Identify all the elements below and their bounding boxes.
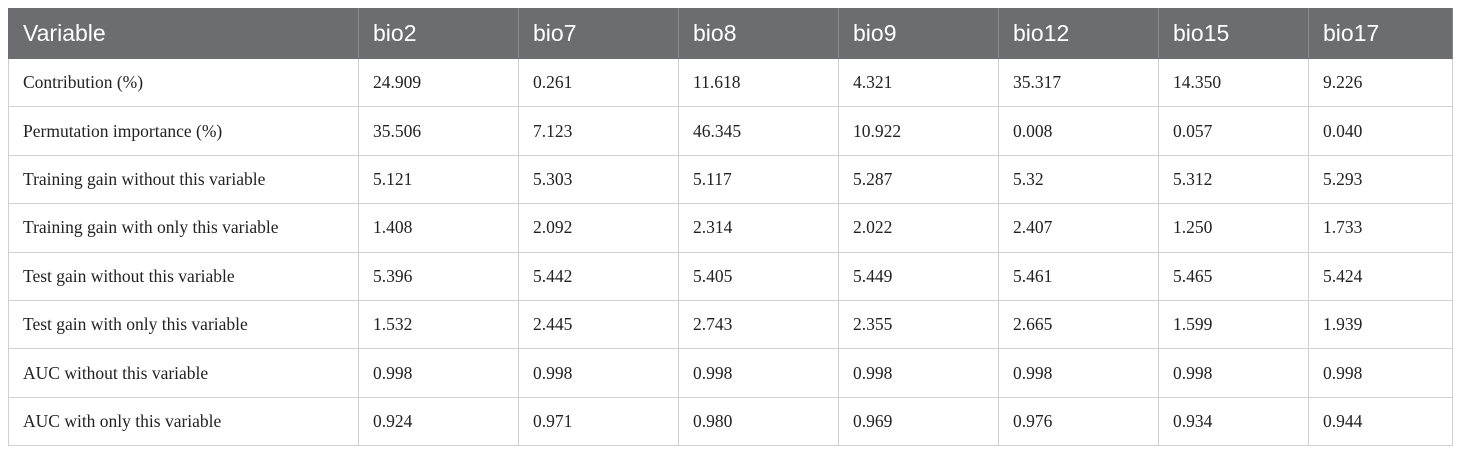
value-cell: 5.293 (1308, 154, 1453, 205)
value-cell: 9.226 (1308, 57, 1453, 108)
value-cell: 0.976 (998, 396, 1159, 447)
table-row: AUC with only this variable 0.924 0.971 0.9… (8, 396, 1453, 447)
row-label: Permutation importance (%) (8, 106, 359, 156)
header-cell: bio9 (838, 8, 999, 59)
value-cell: 0.998 (998, 348, 1159, 398)
value-cell: 5.449 (838, 251, 999, 301)
value-cell: 0.057 (1158, 106, 1309, 156)
value-cell: 2.314 (678, 203, 839, 253)
value-cell: 4.321 (838, 57, 999, 108)
value-cell: 5.303 (518, 154, 679, 205)
value-cell: 0.998 (358, 348, 519, 398)
row-label: Contribution (%) (8, 57, 359, 108)
row-label: Test gain without this variable (8, 251, 359, 301)
value-cell: 2.355 (838, 299, 999, 350)
table-row: Permutation importance (%) 35.506 7.123 46.… (8, 106, 1453, 156)
value-cell: 0.040 (1308, 106, 1453, 156)
header-cell: bio17 (1308, 8, 1453, 59)
header-cell: bio15 (1158, 8, 1309, 59)
header-cell: bio8 (678, 8, 839, 59)
table-row: Test gain with only this variable 1.532 2.… (8, 299, 1453, 350)
value-cell: 5.424 (1308, 251, 1453, 301)
value-cell: 5.121 (358, 154, 519, 205)
row-label: AUC with only this variable (8, 396, 359, 447)
value-cell: 1.939 (1308, 299, 1453, 350)
value-cell: 0.998 (1158, 348, 1309, 398)
row-label: Training gain with only this variable (8, 203, 359, 253)
value-cell: 0.998 (1308, 348, 1453, 398)
value-cell: 1.532 (358, 299, 519, 350)
value-cell: 0.998 (518, 348, 679, 398)
value-cell: 0.969 (838, 396, 999, 447)
value-cell: 0.971 (518, 396, 679, 447)
value-cell: 1.250 (1158, 203, 1309, 253)
table-row: Training gain without this variable 5.121… (8, 154, 1453, 205)
value-cell: 46.345 (678, 106, 839, 156)
value-cell: 35.506 (358, 106, 519, 156)
value-cell: 0.261 (518, 57, 679, 108)
value-cell: 5.465 (1158, 251, 1309, 301)
table-row: Training gain with only this variable 1.4… (8, 203, 1453, 253)
value-cell: 2.743 (678, 299, 839, 350)
row-label: AUC without this variable (8, 348, 359, 398)
value-cell: 1.408 (358, 203, 519, 253)
value-cell: 2.092 (518, 203, 679, 253)
row-label: Test gain with only this variable (8, 299, 359, 350)
header-cell: bio12 (998, 8, 1159, 59)
table-row: Contribution (%) 24.909 0.261 11.618 4.321 35… (8, 57, 1453, 108)
value-cell: 5.405 (678, 251, 839, 301)
value-cell: 14.350 (1158, 57, 1309, 108)
value-cell: 2.407 (998, 203, 1159, 253)
value-cell: 2.665 (998, 299, 1159, 350)
value-cell: 2.022 (838, 203, 999, 253)
header-cell: Variable (8, 8, 359, 59)
value-cell: 24.909 (358, 57, 519, 108)
value-cell: 0.924 (358, 396, 519, 447)
value-cell: 5.396 (358, 251, 519, 301)
value-cell: 5.287 (838, 154, 999, 205)
table-row: Test gain without this variable 5.396 5.44… (8, 251, 1453, 301)
table-container: Variable bio2 bio7 bio8 bio9 bio12 bio15 bio17 … (8, 8, 1453, 447)
value-cell: 1.599 (1158, 299, 1309, 350)
value-cell: 0.998 (678, 348, 839, 398)
value-cell: 5.117 (678, 154, 839, 205)
value-cell: 7.123 (518, 106, 679, 156)
row-label: Training gain without this variable (8, 154, 359, 205)
value-cell: 0.944 (1308, 396, 1453, 447)
value-cell: 35.317 (998, 57, 1159, 108)
header-cell: bio7 (518, 8, 679, 59)
value-cell: 1.733 (1308, 203, 1453, 253)
header-cell: bio2 (358, 8, 519, 59)
table-body: Contribution (%) 24.909 0.261 11.618 4.321 35… (8, 57, 1453, 447)
value-cell: 5.312 (1158, 154, 1309, 205)
value-cell: 0.934 (1158, 396, 1309, 447)
header-row: Variable bio2 bio7 bio8 bio9 bio12 bio15 bio17 (8, 8, 1453, 59)
value-cell: 0.008 (998, 106, 1159, 156)
value-cell: 11.618 (678, 57, 839, 108)
table-row: AUC without this variable 0.998 0.998 0.998… (8, 348, 1453, 398)
value-cell: 5.442 (518, 251, 679, 301)
value-cell: 0.998 (838, 348, 999, 398)
data-table: Variable bio2 bio7 bio8 bio9 bio12 bio15 bio17 … (8, 8, 1453, 447)
value-cell: 10.922 (838, 106, 999, 156)
value-cell: 0.980 (678, 396, 839, 447)
value-cell: 5.32 (998, 154, 1159, 205)
value-cell: 2.445 (518, 299, 679, 350)
value-cell: 5.461 (998, 251, 1159, 301)
